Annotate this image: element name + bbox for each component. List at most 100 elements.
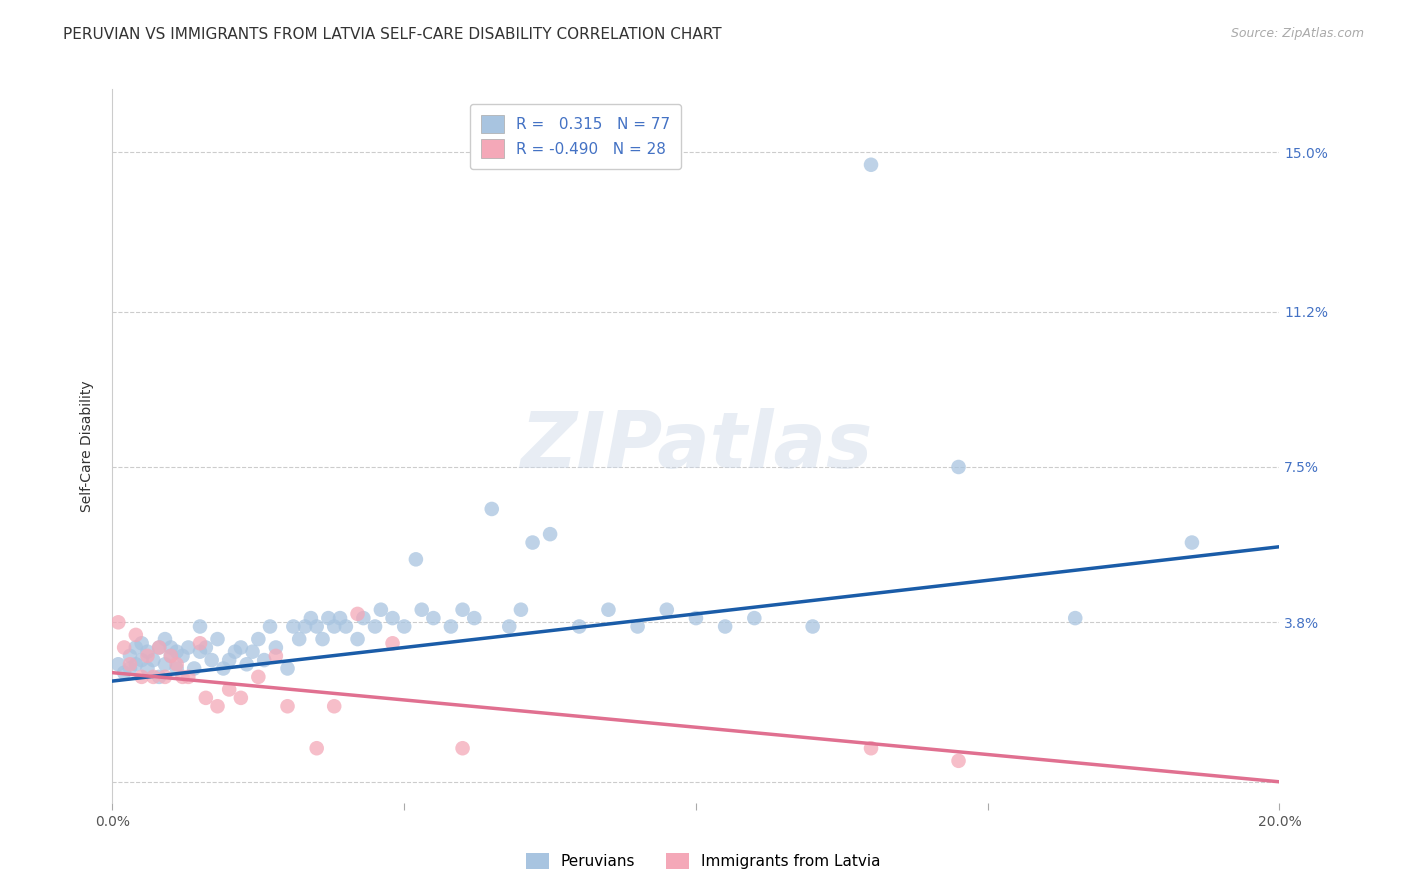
- Point: [247, 670, 270, 684]
- Point: [172, 648, 194, 663]
- Point: [627, 619, 650, 633]
- Point: [201, 653, 224, 667]
- Legend: Peruvians, Immigrants from Latvia: Peruvians, Immigrants from Latvia: [519, 847, 887, 875]
- Point: [598, 603, 620, 617]
- Point: [112, 665, 135, 680]
- Point: [107, 657, 129, 672]
- Point: [131, 670, 153, 684]
- Point: [405, 552, 427, 566]
- Point: [323, 699, 346, 714]
- Point: [118, 648, 141, 663]
- Point: [188, 619, 211, 633]
- Point: [207, 632, 229, 646]
- Point: [153, 632, 176, 646]
- Point: [538, 527, 561, 541]
- Point: [160, 640, 183, 655]
- Text: Source: ZipAtlas.com: Source: ZipAtlas.com: [1230, 27, 1364, 40]
- Point: [107, 615, 129, 630]
- Point: [160, 648, 183, 663]
- Point: [118, 661, 141, 675]
- Point: [183, 661, 205, 675]
- Point: [148, 640, 170, 655]
- Point: [229, 690, 252, 705]
- Point: [451, 603, 474, 617]
- Point: [112, 640, 135, 655]
- Point: [440, 619, 463, 633]
- Point: [247, 632, 270, 646]
- Legend: R =   0.315   N = 77, R = -0.490   N = 28: R = 0.315 N = 77, R = -0.490 N = 28: [470, 104, 681, 169]
- Point: [166, 661, 188, 675]
- Point: [242, 645, 264, 659]
- Point: [948, 754, 970, 768]
- Point: [335, 619, 357, 633]
- Point: [299, 611, 322, 625]
- Point: [714, 619, 737, 633]
- Point: [142, 670, 165, 684]
- Point: [288, 632, 311, 646]
- Point: [194, 640, 217, 655]
- Point: [276, 661, 298, 675]
- Point: [125, 657, 148, 672]
- Point: [264, 640, 287, 655]
- Point: [177, 670, 200, 684]
- Point: [1064, 611, 1087, 625]
- Point: [153, 670, 176, 684]
- Point: [522, 535, 544, 549]
- Point: [125, 640, 148, 655]
- Point: [177, 640, 200, 655]
- Point: [188, 636, 211, 650]
- Point: [463, 611, 485, 625]
- Point: [160, 648, 183, 663]
- Point: [207, 699, 229, 714]
- Point: [394, 619, 416, 633]
- Point: [801, 619, 824, 633]
- Point: [352, 611, 374, 625]
- Point: [218, 682, 240, 697]
- Point: [411, 603, 433, 617]
- Point: [218, 653, 240, 667]
- Point: [370, 603, 392, 617]
- Point: [685, 611, 707, 625]
- Point: [131, 636, 153, 650]
- Point: [229, 640, 252, 655]
- Point: [283, 619, 305, 633]
- Point: [148, 670, 170, 684]
- Point: [655, 603, 678, 617]
- Point: [276, 699, 298, 714]
- Point: [1181, 535, 1204, 549]
- Point: [118, 657, 141, 672]
- Point: [311, 632, 333, 646]
- Point: [481, 502, 503, 516]
- Point: [381, 636, 404, 650]
- Point: [364, 619, 387, 633]
- Point: [451, 741, 474, 756]
- Point: [142, 653, 165, 667]
- Point: [318, 611, 340, 625]
- Point: [131, 653, 153, 667]
- Point: [948, 460, 970, 475]
- Point: [509, 603, 531, 617]
- Point: [136, 648, 159, 663]
- Point: [346, 632, 368, 646]
- Point: [188, 645, 211, 659]
- Point: [235, 657, 257, 672]
- Point: [148, 640, 170, 655]
- Point: [568, 619, 591, 633]
- Point: [305, 619, 328, 633]
- Point: [381, 611, 404, 625]
- Point: [305, 741, 328, 756]
- Point: [329, 611, 352, 625]
- Text: ZIPatlas: ZIPatlas: [520, 408, 872, 484]
- Point: [422, 611, 444, 625]
- Point: [294, 619, 316, 633]
- Point: [253, 653, 276, 667]
- Y-axis label: Self-Care Disability: Self-Care Disability: [80, 380, 94, 512]
- Point: [153, 657, 176, 672]
- Point: [346, 607, 368, 621]
- Point: [259, 619, 281, 633]
- Point: [323, 619, 346, 633]
- Point: [166, 657, 188, 672]
- Point: [136, 661, 159, 675]
- Point: [860, 158, 883, 172]
- Point: [212, 661, 235, 675]
